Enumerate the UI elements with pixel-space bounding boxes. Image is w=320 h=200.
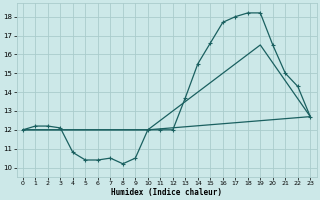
X-axis label: Humidex (Indice chaleur): Humidex (Indice chaleur) xyxy=(111,188,222,197)
